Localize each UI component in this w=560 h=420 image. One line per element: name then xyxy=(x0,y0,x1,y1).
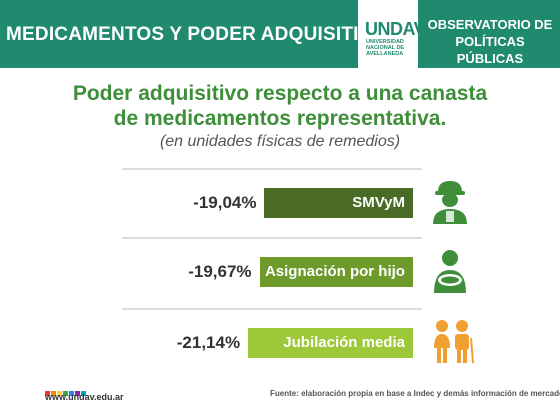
mother-child-icon xyxy=(430,247,470,298)
row-separator xyxy=(122,237,422,239)
logo-mark: UNDAV xyxy=(365,19,426,39)
undav-logo: UNDAV UNIVERSIDAD NACIONAL DE AVELLANEDA xyxy=(358,0,426,68)
color-dot xyxy=(51,391,56,396)
color-dot xyxy=(81,391,86,396)
bar-value-label: -19,04% xyxy=(193,193,257,212)
logo-text: UNIVERSIDAD NACIONAL DE AVELLANEDA xyxy=(366,39,405,58)
bar-2: Asignación por hijo xyxy=(259,257,413,287)
color-dot xyxy=(69,391,74,396)
bar-category-label: SMVyM xyxy=(352,194,405,211)
chart-subtitle: (en unidades físicas de remedios) xyxy=(159,133,401,150)
color-dot xyxy=(57,391,62,396)
elderly-couple-icon xyxy=(430,318,476,369)
bar-value-label: -19,67% xyxy=(188,262,252,281)
color-dot xyxy=(45,391,50,396)
bar-category-label: Asignación por hijo xyxy=(264,263,405,280)
color-dot xyxy=(63,391,68,396)
footer-url[interactable]: www.undav.edu.ar xyxy=(45,392,124,402)
bar-value-label: -21,14% xyxy=(176,333,241,352)
row-separator xyxy=(122,308,422,310)
bar-category-label: Jubilación media xyxy=(283,334,405,351)
color-dot xyxy=(75,391,80,396)
chart-title-line-1: Poder adquisitivo respecto a una canasta xyxy=(72,82,488,105)
bar-3: Jubilación media xyxy=(248,328,413,358)
chart-title-line-2: de medicamentos representativa. xyxy=(113,107,447,130)
bar-1: SMVyM xyxy=(264,188,413,218)
header-title: MEDICAMENTOS Y PODER ADQUISITIVO xyxy=(6,24,387,45)
footer-color-dots xyxy=(45,383,87,401)
header-bar: MEDICAMENTOS Y PODER ADQUISITIVO UNDAV U… xyxy=(0,0,560,68)
observatorio-label: OBSERVATORIO DE POLÍTICAS PÚBLICAS xyxy=(427,17,553,66)
row-separator xyxy=(122,168,422,170)
footer-source: Fuente: elaboración propia en base a Ind… xyxy=(270,389,560,398)
worker-icon xyxy=(430,178,470,229)
